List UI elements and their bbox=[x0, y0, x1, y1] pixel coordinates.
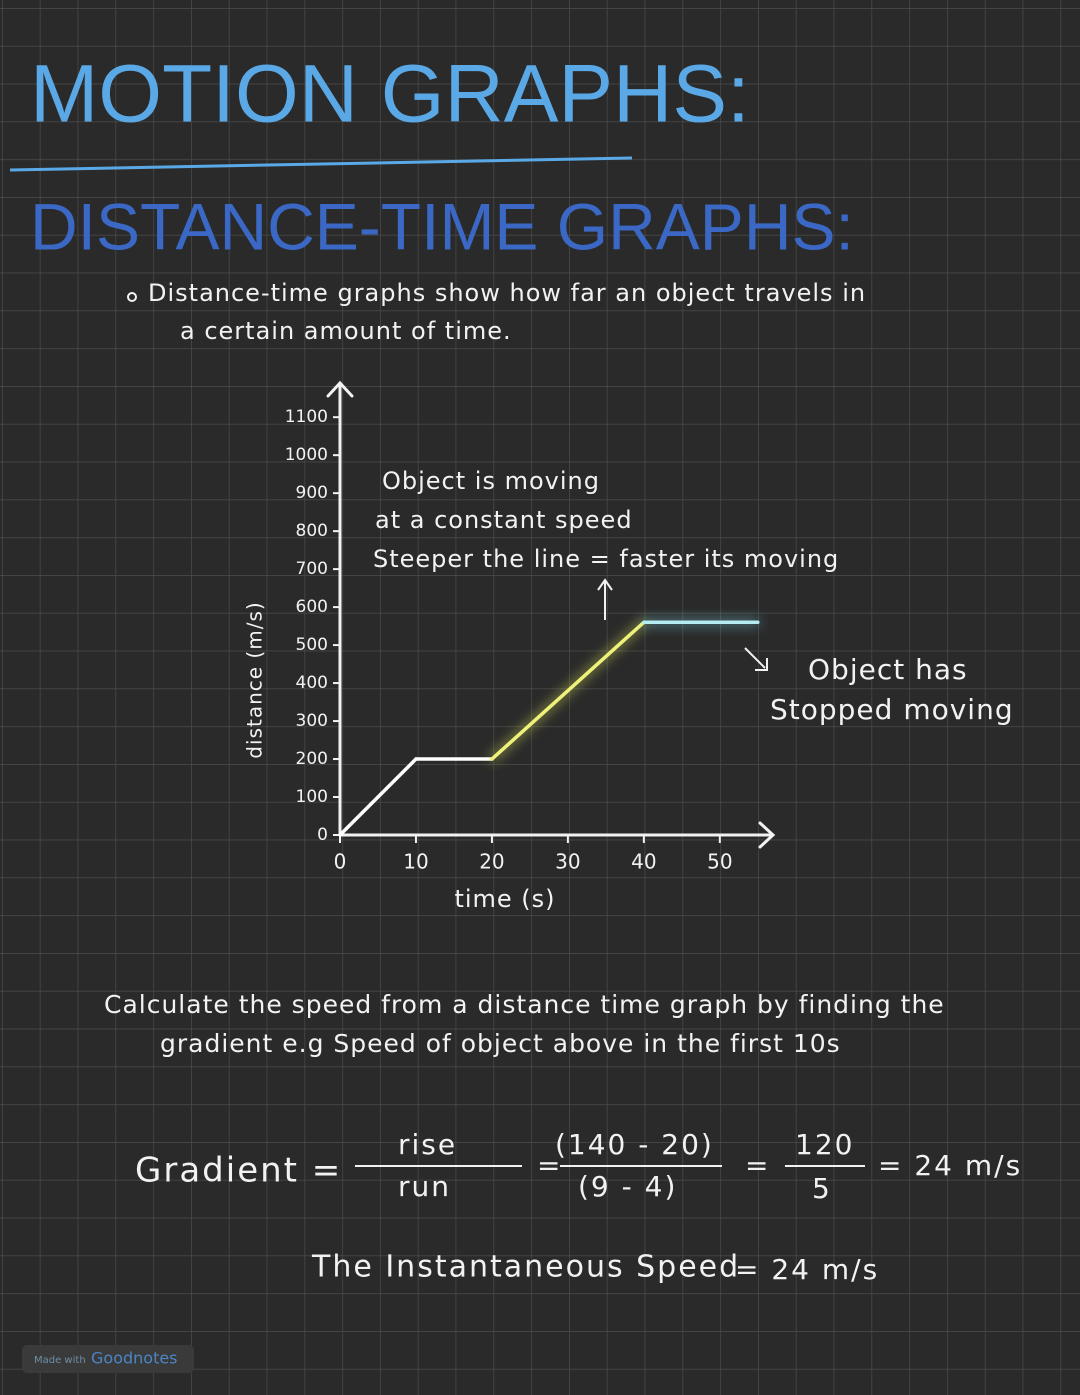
badge-brand: Goodnotes bbox=[91, 1349, 178, 1368]
x-tick-label: 20 bbox=[479, 850, 504, 874]
title-underline bbox=[9, 156, 633, 172]
calc-numerator: rise bbox=[398, 1128, 457, 1161]
equals: = bbox=[745, 1149, 770, 1182]
y-tick-label: 100 bbox=[296, 787, 328, 807]
annotation: Object is moving bbox=[382, 467, 600, 495]
intro-line: a certain amount of time. bbox=[180, 317, 512, 345]
y-axis-label: distance (m/s) bbox=[243, 601, 267, 758]
y-tick-label: 700 bbox=[296, 559, 328, 579]
calc-numerator: 120 bbox=[795, 1128, 854, 1161]
calc-denominator: run bbox=[398, 1170, 451, 1203]
arrow bbox=[597, 578, 613, 620]
x-tick-label: 0 bbox=[334, 850, 347, 874]
intro-line: Distance-time graphs show how far an obj… bbox=[148, 279, 866, 307]
y-tick-label: 800 bbox=[296, 521, 328, 541]
annotation: Stopped moving bbox=[770, 693, 1014, 726]
calc-label: Gradient = bbox=[135, 1151, 342, 1191]
instantaneous-speed-value: = 24 m/s bbox=[735, 1253, 879, 1286]
calc-result: = 24 m/s bbox=[878, 1149, 1022, 1182]
y-tick-label: 200 bbox=[296, 749, 328, 769]
line-segment bbox=[490, 620, 646, 761]
x-axis-label: time (s) bbox=[454, 885, 555, 913]
y-tick-label: 1000 bbox=[285, 445, 328, 465]
calc-numerator: (140 - 20) bbox=[555, 1128, 714, 1161]
bullet bbox=[127, 292, 137, 302]
annotation: Object has bbox=[808, 653, 968, 686]
annotation: at a constant speed bbox=[375, 506, 633, 534]
section-title: DISTANCE-TIME GRAPHS: bbox=[30, 189, 854, 263]
x-tick-label: 40 bbox=[631, 850, 656, 874]
annotation: Steeper the line = faster its moving bbox=[373, 545, 839, 573]
y-tick-label: 900 bbox=[296, 483, 328, 503]
x-tick-label: 30 bbox=[555, 850, 580, 874]
page-title: MOTION GRAPHS: bbox=[30, 49, 750, 140]
equals: = bbox=[537, 1149, 562, 1182]
x-tick-label: 10 bbox=[403, 850, 428, 874]
y-tick-label: 500 bbox=[296, 635, 328, 655]
instantaneous-speed: The Instantaneous Speed bbox=[311, 1250, 740, 1285]
explanation: Calculate the speed from a distance time… bbox=[104, 990, 945, 1019]
explanation: gradient e.g Speed of object above in th… bbox=[160, 1029, 841, 1058]
distance-time-chart: 0 100 200 300 400 500 600 700 800 900 1000 1100 0 10 2… bbox=[243, 380, 776, 913]
y-tick-label: 400 bbox=[296, 673, 328, 693]
arrow bbox=[744, 647, 768, 671]
x-tick-label: 50 bbox=[707, 850, 732, 874]
badge-text: Made with bbox=[34, 1355, 86, 1366]
calc-denominator: 5 bbox=[812, 1172, 832, 1205]
y-tick-label: 300 bbox=[296, 711, 328, 731]
y-tick-label: 1100 bbox=[285, 407, 328, 427]
y-tick-label: 0 bbox=[317, 825, 328, 845]
line-segment bbox=[338, 757, 418, 837]
y-tick-label: 600 bbox=[296, 597, 328, 617]
calc-denominator: (9 - 4) bbox=[578, 1170, 677, 1203]
x-axis bbox=[338, 821, 776, 849]
badge bbox=[22, 1345, 194, 1373]
